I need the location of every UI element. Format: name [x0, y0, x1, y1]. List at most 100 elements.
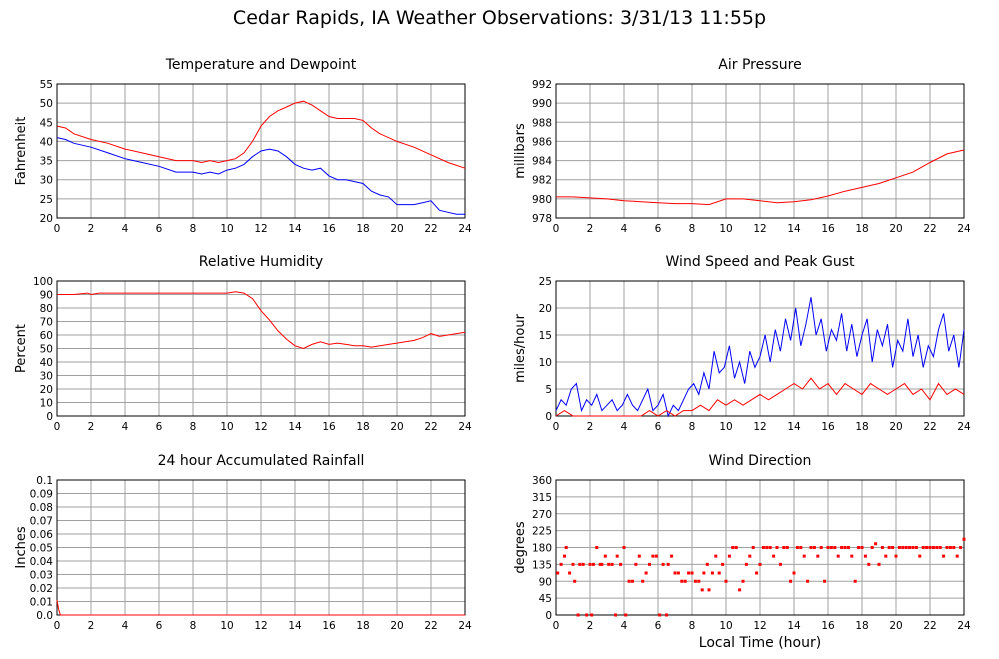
temp-y-tick-label: 55: [40, 79, 53, 91]
dir-series-0-point: [758, 562, 762, 566]
dir-series-0-point: [897, 546, 901, 549]
dir-series-0-point: [911, 546, 915, 549]
rain-x-tick-label: 2: [88, 620, 95, 632]
dir-series-0-point: [765, 546, 769, 549]
pressure-y-tick-label: 986: [532, 136, 552, 148]
temp-x-tick-label: 16: [322, 223, 336, 235]
rain-x-tick-label: 22: [424, 620, 437, 632]
dir-series-0-point: [785, 546, 789, 549]
rain-y-tick-label: 0.05: [30, 543, 53, 555]
dir-series-0-point: [935, 546, 939, 549]
dir-y-axis-label: degrees: [513, 521, 528, 574]
dir-series-0-point: [741, 579, 745, 583]
dir-series-0-point: [775, 546, 779, 549]
dir-series-0-point: [931, 546, 935, 549]
rain-y-tick-label: 0.01: [30, 597, 53, 609]
temp-x-tick-label: 20: [390, 223, 403, 235]
wind-x-tick-label: 16: [821, 421, 835, 433]
temp-title: Temperature and Dewpoint: [165, 57, 357, 73]
wind-y-tick-label: 10: [539, 357, 552, 369]
rh-x-tick-label: 10: [220, 421, 233, 433]
dir-series-0-point: [799, 546, 803, 549]
wind-x-tick-label: 6: [655, 421, 662, 433]
dir-title: Wind Direction: [709, 453, 812, 469]
dir-series-0-point: [648, 562, 651, 566]
dir-series-0-point: [676, 571, 680, 575]
dir-series-0-point: [853, 579, 857, 583]
pressure-x-tick-label: 8: [689, 223, 696, 235]
dir-series-0-point: [670, 554, 674, 558]
rh-x-tick-label: 22: [424, 421, 437, 433]
dir-series-0-point: [644, 571, 648, 575]
temp-y-axis-label: Fahrenheit: [14, 117, 29, 186]
dir-series-0-point: [690, 571, 694, 575]
dir-series-0-point: [607, 562, 611, 566]
dir-series-0-point: [559, 562, 563, 566]
dir-series-0-point: [693, 579, 697, 583]
dir-series-0-point: [588, 562, 592, 566]
dir-series-0-point: [870, 546, 874, 549]
dir-y-tick-label: 45: [539, 593, 552, 605]
dir-series-0-point: [918, 554, 922, 558]
dir-y-tick-label: 270: [532, 509, 552, 521]
dir-y-tick-label: 360: [532, 475, 552, 487]
pressure-y-tick-label: 988: [532, 117, 552, 129]
dir-series-0-point: [816, 554, 820, 558]
dir-series-0-point: [673, 571, 677, 575]
dir-series-0-point: [598, 562, 602, 566]
rain-y-tick-label: 0.0: [36, 610, 53, 622]
rain-series-0-line: [56, 600, 465, 616]
dir-series-0-point: [595, 546, 599, 549]
rain-y-tick-label: 0.08: [30, 502, 53, 514]
dir-series-0-point: [571, 562, 575, 566]
dir-series-0-point: [833, 546, 837, 549]
dir-series-0-point: [556, 571, 560, 575]
dir-x-tick-label: 24: [957, 620, 971, 632]
dir-y-tick-label: 225: [532, 526, 552, 538]
dir-series-0-point: [563, 554, 566, 558]
dir-series-0-point: [591, 562, 595, 566]
pressure-x-tick-label: 14: [787, 223, 801, 235]
dir-series-0-point: [683, 579, 687, 583]
dir-y-tick-label: 0: [545, 610, 552, 622]
dir-series-0-point: [738, 588, 742, 592]
dir-series-0-point: [717, 571, 721, 575]
dir-series-0-point: [615, 554, 619, 558]
dir-series-0-point: [843, 546, 847, 549]
dir-series-0-point: [624, 613, 628, 617]
dir-x-tick-label: 12: [753, 620, 766, 632]
dir-x-tick-label: 8: [689, 620, 696, 632]
pressure-x-tick-label: 4: [621, 223, 628, 235]
rh-x-tick-label: 24: [458, 421, 472, 433]
dir-series-0-point: [928, 546, 932, 549]
temp-y-tick-label: 20: [40, 213, 53, 225]
dir-series-0-point: [952, 546, 956, 549]
dir-series-0-point: [610, 562, 614, 566]
pressure-x-tick-label: 24: [957, 223, 971, 235]
temp-y-tick-label: 45: [40, 117, 53, 129]
rh-y-tick-label: 50: [40, 344, 53, 356]
dir-frame: [555, 479, 965, 616]
rh-x-tick-label: 14: [288, 421, 302, 433]
temp-x-tick-label: 0: [54, 223, 61, 235]
dir-series-0-point: [614, 613, 617, 617]
rain-y-tick-label: 0.04: [30, 556, 54, 568]
rh-y-tick-label: 90: [40, 290, 53, 302]
temp-x-tick-label: 18: [356, 223, 369, 235]
wind-x-tick-label: 4: [621, 421, 628, 433]
dir-series-0-point: [651, 554, 655, 558]
temp-y-tick-label: 50: [40, 98, 53, 110]
pressure-x-tick-label: 20: [889, 223, 902, 235]
dir-series-0-point: [925, 546, 929, 549]
pressure-series-0-line: [556, 149, 965, 206]
rh-y-tick-label: 100: [33, 276, 53, 288]
wind-x-tick-label: 12: [753, 421, 766, 433]
rh-y-tick-label: 0: [46, 411, 53, 423]
wind-y-tick-label: 20: [539, 303, 552, 315]
rh-x-tick-label: 2: [88, 421, 95, 433]
dir-y-tick-label: 180: [532, 543, 552, 555]
rh-x-tick-label: 16: [322, 421, 336, 433]
pressure-x-tick-label: 22: [923, 223, 936, 235]
